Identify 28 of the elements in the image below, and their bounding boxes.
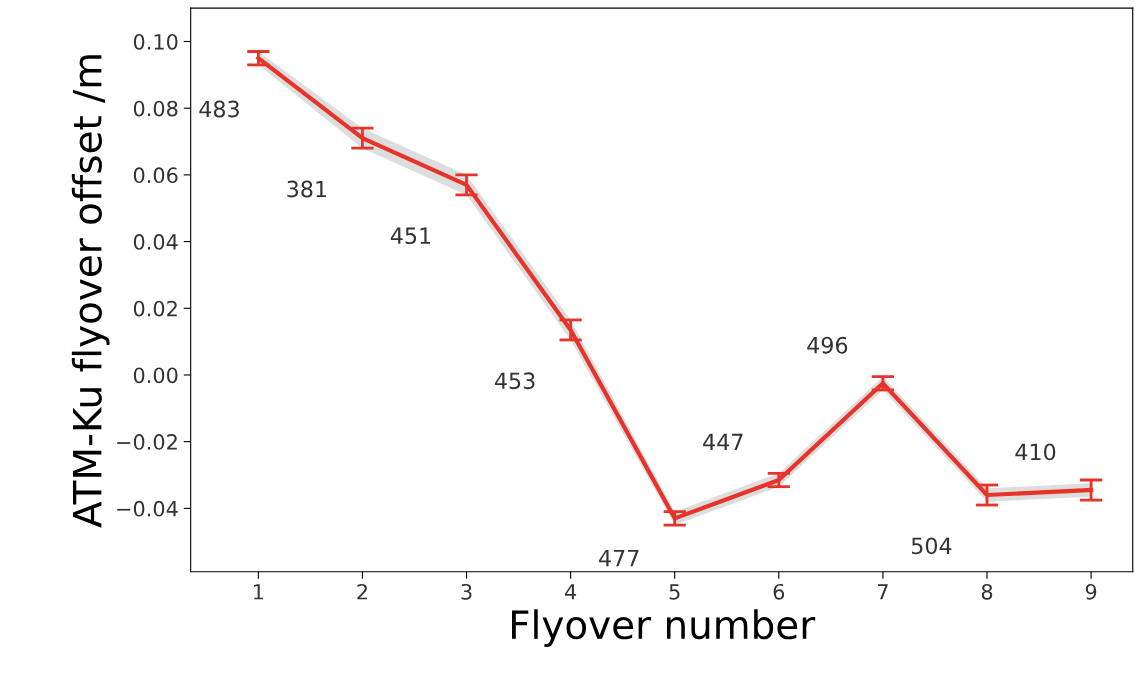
annotation: 496 <box>807 336 848 354</box>
x-tick-label: 1 <box>254 584 264 600</box>
x-tick-label: 8 <box>981 583 993 600</box>
y-tick-label: 0.06 <box>133 167 178 184</box>
x-tick-label: 3 <box>461 583 472 600</box>
x-tick-label: 7 <box>877 584 888 600</box>
x-axis-title: Flyover number <box>511 609 816 647</box>
x-tick-label: 5 <box>669 584 680 600</box>
y-tick-label: 0.02 <box>133 300 177 317</box>
x-tick-label: 2 <box>357 583 367 600</box>
annotation: 451 <box>390 227 431 245</box>
y-tick-label: 0.04 <box>133 234 178 250</box>
y-tick-label: 0.08 <box>133 100 178 117</box>
annotation: 453 <box>494 372 535 390</box>
y-tick-label: 0.10 <box>133 33 178 50</box>
y-tick-label: −0.04 <box>117 500 178 517</box>
annotation: 410 <box>1015 443 1056 461</box>
annotation: 483 <box>199 100 239 118</box>
annotation: 504 <box>911 537 952 555</box>
x-tick-label: 9 <box>1085 583 1097 600</box>
x-tick-label: 4 <box>565 584 577 600</box>
y-tick-label: 0.00 <box>133 367 178 384</box>
annotation: 477 <box>599 549 639 567</box>
annotation: 381 <box>287 180 327 198</box>
x-tick-label: 6 <box>773 583 785 600</box>
annotation: 447 <box>703 433 743 451</box>
y-tick-label: −0.02 <box>117 434 177 450</box>
y-axis-title: ATM-Ku flyover offset /m <box>71 55 110 528</box>
